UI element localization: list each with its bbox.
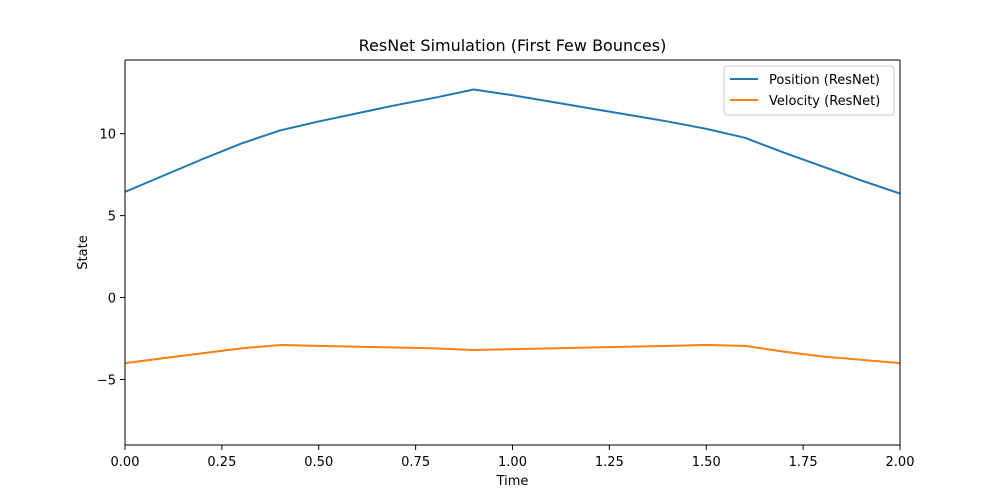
y-tick-label: 10: [99, 128, 116, 143]
series-layer: [124, 88, 901, 365]
x-tick-label: 0.50: [304, 455, 333, 470]
plot-area: [125, 60, 900, 445]
series-line-0: [124, 88, 901, 195]
x-tick-label: 1.00: [498, 455, 527, 470]
legend: Position (ResNet) Velocity (ResNet): [723, 65, 895, 116]
legend-box: [723, 65, 895, 116]
y-tick-label: 5: [108, 210, 116, 225]
x-tick-label: 1.75: [789, 455, 818, 470]
chart-title: ResNet Simulation (First Few Bounces): [359, 36, 667, 55]
x-tick-label: 1.50: [692, 455, 721, 470]
x-tick-label: 0.25: [207, 455, 236, 470]
series-line-1: [124, 344, 901, 365]
y-tick-label: 0: [108, 292, 116, 307]
y-tick-label: −5: [97, 373, 116, 388]
y-axis-label: State: [76, 235, 91, 269]
x-axis-label: Time: [496, 474, 529, 489]
ticks-layer: 0.00 0.25 0.50 0.75 1.00 1.25 1.50 1.75 2.00 −5 0 5…: [97, 128, 915, 470]
legend-label-velocity: Velocity (ResNet): [769, 94, 880, 109]
x-tick-label: 0.75: [401, 455, 430, 470]
legend-label-position: Position (ResNet): [769, 73, 880, 88]
x-tick-label: 0.00: [111, 455, 140, 470]
x-tick-label: 2.00: [886, 455, 915, 470]
x-tick-label: 1.25: [595, 455, 624, 470]
